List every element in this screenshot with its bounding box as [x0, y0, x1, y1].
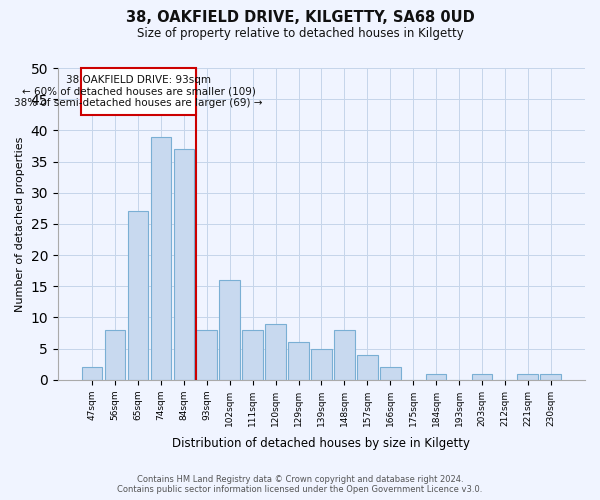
- Bar: [426, 374, 446, 380]
- Bar: [517, 374, 538, 380]
- X-axis label: Distribution of detached houses by size in Kilgetty: Distribution of detached houses by size …: [172, 437, 470, 450]
- Text: Size of property relative to detached houses in Kilgetty: Size of property relative to detached ho…: [137, 28, 463, 40]
- Bar: [242, 330, 263, 380]
- Text: 38 OAKFIELD DRIVE: 93sqm
← 60% of detached houses are smaller (109)
38% of semi-: 38 OAKFIELD DRIVE: 93sqm ← 60% of detach…: [14, 75, 263, 108]
- Bar: [288, 342, 309, 380]
- Bar: [82, 368, 103, 380]
- Bar: [196, 330, 217, 380]
- Bar: [541, 374, 561, 380]
- Text: 38, OAKFIELD DRIVE, KILGETTY, SA68 0UD: 38, OAKFIELD DRIVE, KILGETTY, SA68 0UD: [125, 10, 475, 25]
- Bar: [128, 212, 148, 380]
- Bar: [380, 368, 401, 380]
- Bar: [357, 355, 377, 380]
- Bar: [220, 280, 240, 380]
- Bar: [311, 348, 332, 380]
- Y-axis label: Number of detached properties: Number of detached properties: [15, 136, 25, 312]
- Bar: [265, 324, 286, 380]
- Bar: [105, 330, 125, 380]
- Bar: [334, 330, 355, 380]
- FancyBboxPatch shape: [81, 68, 196, 115]
- Bar: [472, 374, 492, 380]
- Text: Contains HM Land Registry data © Crown copyright and database right 2024.
Contai: Contains HM Land Registry data © Crown c…: [118, 474, 482, 494]
- Bar: [173, 149, 194, 380]
- Bar: [151, 136, 171, 380]
